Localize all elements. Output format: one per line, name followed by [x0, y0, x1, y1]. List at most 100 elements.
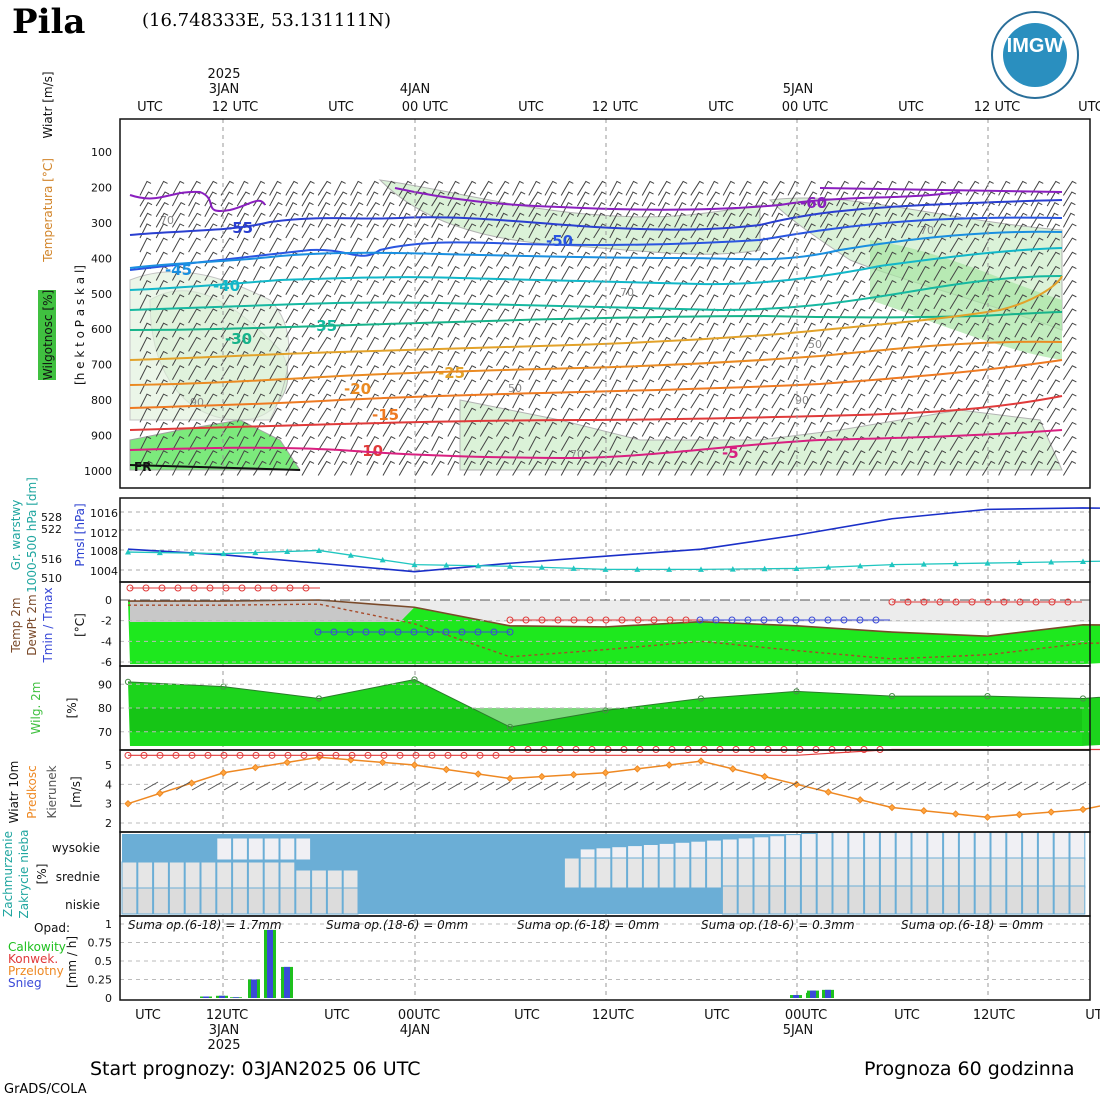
precip-sum-label: Suma op.(6-18) = 1.7mm — [128, 918, 282, 932]
wind-barb — [787, 435, 800, 451]
wind-barb — [625, 202, 639, 217]
wind-tick-label: 5 — [105, 759, 112, 772]
wind-barb — [350, 280, 363, 295]
wind-barb — [787, 180, 800, 196]
wind-barb — [431, 379, 444, 395]
wind-barb — [220, 191, 234, 207]
wind-barb — [1030, 460, 1043, 476]
wind-barb — [787, 365, 800, 380]
wind-speed-point — [760, 772, 769, 781]
wind-barb — [512, 280, 524, 295]
wind-barb — [1062, 280, 1077, 295]
wind-barb — [495, 223, 510, 239]
wind-barb — [236, 435, 249, 451]
wind-barb — [852, 322, 866, 338]
wind-barb — [139, 435, 152, 451]
wind-barb — [852, 191, 865, 207]
isotherm-label: -40 — [213, 277, 240, 295]
isotherm-line — [129, 359, 1063, 409]
wind-barb — [949, 308, 963, 324]
wind-barb — [171, 435, 185, 451]
wind-barb — [949, 251, 963, 267]
wind-barb — [139, 421, 152, 437]
cloud-level-label: srednie — [56, 870, 100, 884]
wind-barb — [722, 280, 736, 295]
wind-barb — [463, 350, 477, 366]
wind-barb — [674, 460, 687, 476]
wind-barb — [236, 407, 249, 423]
wind-barb — [722, 251, 736, 267]
wind-barb — [576, 237, 591, 253]
wind-barb — [463, 379, 477, 395]
wind-barb — [738, 365, 752, 381]
wind-barb — [317, 280, 332, 295]
wind-barb — [236, 294, 249, 310]
wind-barb — [204, 237, 218, 253]
wind-barb — [998, 212, 1011, 228]
isotherm-line — [129, 247, 1063, 291]
top-time-label: UTC — [518, 100, 544, 115]
wind-barb — [884, 202, 898, 217]
wind-barb — [1030, 450, 1044, 466]
wind-barb — [609, 180, 622, 196]
thickness-point — [316, 547, 322, 553]
wind-barb — [431, 450, 444, 466]
wind-barb — [220, 407, 234, 423]
wind-barb — [333, 379, 346, 395]
wind-barb — [350, 212, 363, 228]
wind-barb — [657, 251, 671, 267]
wind-barb — [447, 308, 460, 324]
wind-barb — [787, 421, 800, 437]
wind-barb — [398, 322, 413, 338]
wind-barb — [1014, 365, 1027, 381]
wind-barb — [382, 336, 396, 352]
humidity-point — [220, 683, 227, 690]
wind-barb — [350, 294, 363, 310]
wind-barb — [171, 251, 185, 267]
wind-barb — [900, 460, 915, 476]
wind-barb — [252, 237, 266, 253]
wind-barb — [382, 435, 396, 451]
wind-barb — [560, 407, 574, 423]
temp-tick-label: -2 — [101, 615, 112, 628]
wind-barb — [706, 365, 719, 380]
cloud-high-bar — [247, 837, 264, 861]
wind-barb — [447, 294, 460, 310]
wind-barb — [479, 308, 493, 324]
precip-tick-label: 0.5 — [95, 955, 113, 968]
wind-barb — [528, 407, 541, 423]
wind-barb — [1030, 350, 1044, 366]
wind-barb — [884, 180, 897, 196]
wind-direction-barb — [591, 781, 607, 791]
wind-barb — [171, 294, 185, 310]
wind-barb — [657, 350, 671, 366]
wind-barb — [139, 202, 153, 217]
wind-barb — [722, 237, 736, 253]
precip-sum-label: Suma op.(6-18) = 0mm — [517, 918, 659, 932]
wind-barb — [188, 180, 201, 196]
wind-barb — [188, 280, 201, 295]
cloud-high-bar — [295, 837, 312, 861]
wind-barb — [657, 280, 671, 295]
wind-barb — [269, 265, 282, 281]
wind-barb — [528, 460, 542, 476]
wind-barb — [998, 251, 1011, 267]
wind-barb — [204, 202, 217, 217]
wind-barb — [884, 336, 897, 352]
cloud-low-bar — [1053, 885, 1070, 915]
wind-barb — [414, 223, 429, 239]
wind-barb — [674, 180, 688, 196]
wind-barb — [722, 379, 736, 395]
isotherm-label: -45 — [165, 261, 192, 279]
wind-barb — [722, 435, 736, 451]
wind-barb — [1014, 280, 1027, 295]
wind-barb — [204, 212, 218, 228]
wind-barb — [609, 460, 623, 476]
wind-barb — [949, 393, 963, 409]
top-date-label: 5JAN — [783, 82, 814, 97]
wind-barb — [366, 460, 379, 476]
wind-barb — [690, 460, 704, 476]
wind-barb — [155, 280, 168, 295]
cloud-low-bar — [927, 885, 944, 915]
wind-barb — [495, 393, 510, 409]
